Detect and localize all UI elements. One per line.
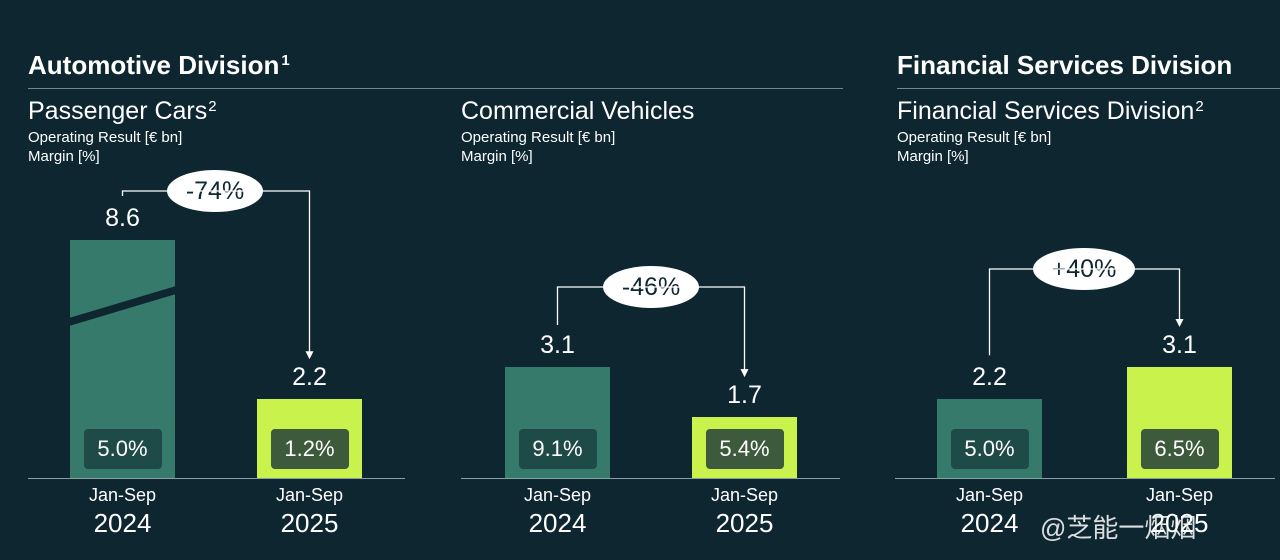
- margin-badge-2025: 6.5%: [1140, 429, 1219, 469]
- margin-label: Margin [%]: [897, 148, 969, 165]
- panel-financial-services-header: Financial Services Division2 Operating R…: [897, 97, 1204, 166]
- x-axis-month: Jan-Sep: [88, 485, 157, 505]
- panel-title-text: Financial Services Division: [897, 97, 1195, 125]
- panel-title: Passenger Cars2: [28, 97, 217, 126]
- margin-badge-2024: 9.1%: [518, 429, 597, 469]
- x-axis-label-2025: Jan-Sep 2025: [1110, 484, 1250, 540]
- x-axis-month: Jan-Sep: [1145, 485, 1214, 505]
- change-connector-arrowhead: [1175, 319, 1184, 328]
- x-axis-month: Jan-Sep: [275, 485, 344, 505]
- operating-result-label: Operating Result [€ bn]: [461, 129, 616, 146]
- panel-title-footnote: 2: [1195, 98, 1204, 115]
- panel-commercial-vehicles-header: Commercial Vehicles Operating Result [€ …: [461, 97, 694, 166]
- automotive-division-title: Automotive Division 1: [28, 50, 290, 81]
- margin-badge-2024: 5.0%: [83, 429, 162, 469]
- chart-baseline: [461, 478, 840, 479]
- value-label-2024: 8.6: [105, 204, 140, 232]
- x-axis-label-2025: Jan-Sep 2025: [240, 484, 380, 540]
- panel-title: Commercial Vehicles: [461, 97, 695, 125]
- value-label-2024: 3.1: [540, 331, 575, 360]
- x-axis-year: 2024: [528, 508, 587, 538]
- panel-title: Financial Services Division2: [897, 97, 1204, 126]
- x-axis-month: Jan-Sep: [710, 485, 779, 505]
- x-axis-year: 2024: [93, 508, 152, 538]
- operating-result-label: Operating Result [€ bn]: [28, 129, 183, 146]
- change-connector-line: [556, 286, 746, 372]
- panel-title-text: Passenger Cars: [28, 97, 208, 125]
- margin-badge-2025: 5.4%: [705, 429, 784, 469]
- chart-baseline: [28, 478, 405, 479]
- x-axis-year: 2025: [280, 508, 339, 538]
- automotive-footnote: 1: [281, 52, 290, 69]
- x-axis-label-2024: Jan-Sep 2024: [53, 484, 193, 540]
- x-axis-month: Jan-Sep: [955, 485, 1024, 505]
- x-axis-month: Jan-Sep: [523, 485, 592, 505]
- financial-divider: [897, 88, 1280, 89]
- panel-passenger-cars-header: Passenger Cars2 Operating Result [€ bn] …: [28, 97, 217, 166]
- chart-baseline: [895, 478, 1275, 479]
- change-connector-line: [121, 190, 311, 354]
- margin-label: Margin [%]: [461, 148, 533, 165]
- x-axis-year: 2025: [1150, 508, 1209, 538]
- x-axis-label-2024: Jan-Sep 2024: [920, 484, 1060, 540]
- panel-title-footnote: 2: [208, 98, 217, 115]
- change-connector-arrowhead: [305, 351, 314, 360]
- financial-division-title: Financial Services Division: [897, 50, 1232, 81]
- automotive-divider: [28, 88, 843, 89]
- margin-label: Margin [%]: [28, 148, 100, 165]
- x-axis-year: 2024: [960, 508, 1019, 538]
- change-connector-arrowhead: [740, 369, 749, 378]
- margin-badge-2025: 1.2%: [270, 429, 349, 469]
- automotive-division-title-text: Automotive Division: [28, 50, 280, 80]
- value-label-2025: 3.1: [1162, 331, 1197, 360]
- margin-badge-2024: 5.0%: [950, 429, 1029, 469]
- financial-division-title-text: Financial Services Division: [897, 50, 1233, 80]
- operating-result-label: Operating Result [€ bn]: [897, 129, 1052, 146]
- watermark: @芝能一烟烟: [1040, 513, 1197, 543]
- x-axis-label-2024: Jan-Sep 2024: [488, 484, 628, 540]
- value-label-2025: 2.2: [292, 363, 327, 392]
- change-connector-line: [988, 268, 1181, 356]
- value-label-2024: 2.2: [972, 363, 1007, 392]
- axis-break-mark: [69, 286, 176, 326]
- value-label-2025: 1.7: [727, 381, 762, 410]
- x-axis-label-2025: Jan-Sep 2025: [675, 484, 815, 540]
- x-axis-year: 2025: [715, 508, 774, 538]
